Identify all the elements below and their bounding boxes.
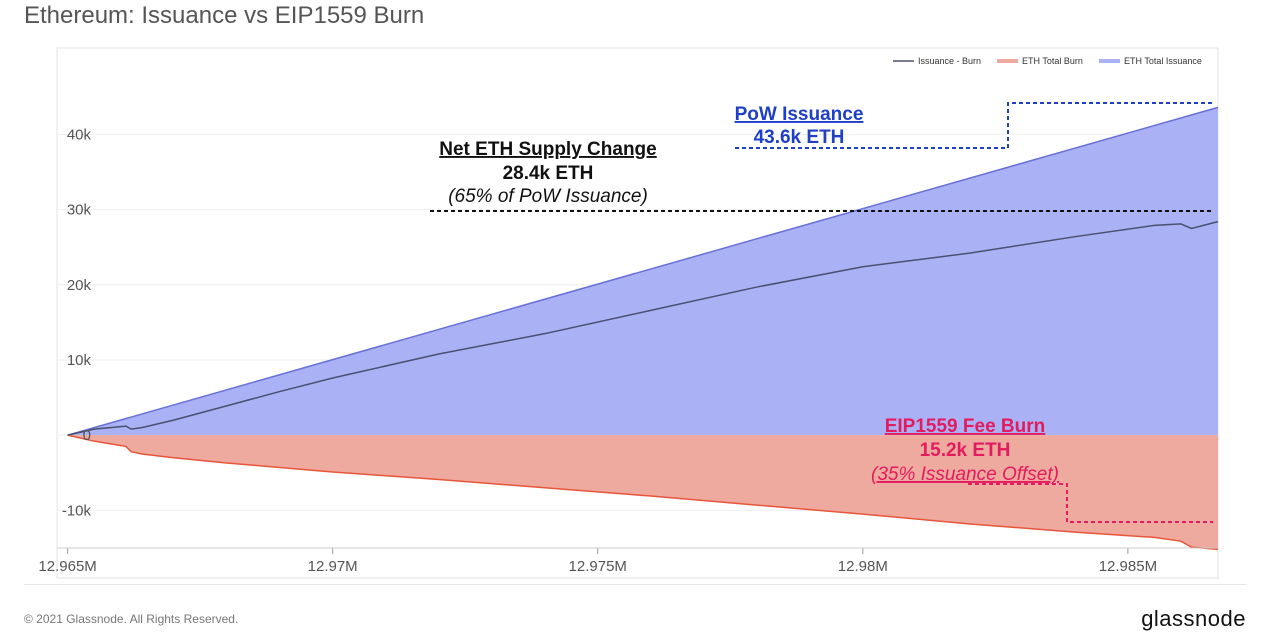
issuance-line	[67, 106, 1219, 436]
y-tick-label: 20k	[67, 277, 92, 294]
y-tick-label: 10k	[67, 352, 92, 369]
burn-annotation-leader	[968, 483, 1213, 523]
legend-label-issuance: ETH Total Issuance	[1124, 56, 1202, 66]
legend-swatch-issuance	[1099, 59, 1120, 63]
x-tick-label: 12.985M	[1099, 558, 1157, 575]
burn-line	[67, 434, 1219, 551]
pow-annotation-leader	[735, 102, 1213, 149]
legend: Issuance - Burn ETH Total Burn ETH Total…	[893, 56, 1202, 66]
x-tick-label: 12.975M	[569, 558, 627, 575]
burn-annotation-title: EIP1559 Fee Burn	[885, 416, 1046, 437]
burn-annotation-note: (35% Issuance Offset)	[871, 464, 1059, 485]
brand-logo: glassnode	[1141, 606, 1246, 631]
pow-annotation-value: 43.6k ETH	[754, 127, 845, 148]
footer-divider	[24, 584, 1246, 585]
x-tick-label: 12.98M	[838, 558, 888, 575]
burn-annotation-value: 15.2k ETH	[920, 440, 1011, 461]
y-tick-label: 30k	[67, 202, 92, 219]
net-annotation-note: (65% of PoW Issuance)	[448, 186, 648, 207]
lines	[67, 106, 1219, 551]
net-supply-line	[67, 220, 1219, 436]
legend-label-net: Issuance - Burn	[918, 56, 981, 66]
axes: -10k 0 10k 20k 30k 40k 12.965M 12.97M 12.975M 12.…	[38, 126, 1218, 575]
net-annotation-value: 28.4k ETH	[503, 163, 594, 184]
burn-area	[67, 435, 1218, 550]
annotations: PoW Issuance 43.6k ETH Net ETH Supply Ch…	[430, 102, 1213, 523]
footer-copyright: © 2021 Glassnode. All Rights Reserved.	[24, 612, 239, 626]
legend-swatch-burn	[997, 59, 1018, 63]
y-tick-label: 40k	[67, 126, 92, 143]
y-tick-label: 0	[83, 427, 91, 444]
legend-label-burn: ETH Total Burn	[1022, 56, 1083, 66]
pow-annotation-title: PoW Issuance	[735, 104, 864, 125]
y-tick-label: -10k	[62, 502, 92, 519]
chart-title: Ethereum: Issuance vs EIP1559 Burn	[24, 2, 425, 29]
x-tick-label: 12.97M	[308, 558, 358, 575]
x-tick-label: 12.965M	[38, 558, 96, 575]
net-annotation-title: Net ETH Supply Change	[439, 139, 656, 160]
